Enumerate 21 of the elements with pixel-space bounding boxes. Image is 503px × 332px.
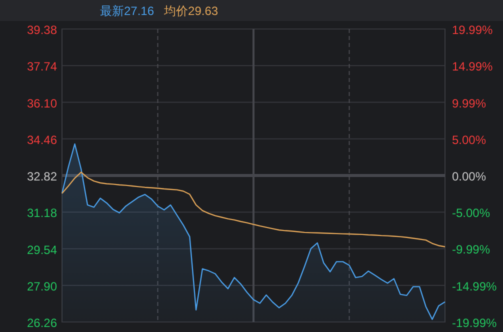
y-tick-label: 34.46 <box>26 132 58 147</box>
y-tick-label: 29.54 <box>26 242 58 257</box>
y2-tick-label: 9.99% <box>452 96 486 110</box>
y-tick-label: 39.38 <box>26 23 58 37</box>
y-tick-label: 36.10 <box>26 96 58 110</box>
y2-tick-label: 14.99% <box>452 60 494 74</box>
y-tick-label: 32.82 <box>26 170 58 184</box>
y2-tick-label: 0.00% <box>452 170 486 184</box>
y-tick-label: 27.90 <box>26 279 58 294</box>
y-tick-label: 26.26 <box>26 316 58 330</box>
y2-tick-label: -5.00% <box>452 206 490 220</box>
text: 均价29.63 <box>163 4 218 18</box>
y2-tick-label: -14.99% <box>452 279 498 294</box>
y-tick-label: 37.74 <box>26 60 58 74</box>
y2-tick-label: -9.99% <box>452 242 490 257</box>
text: 最新27.16 <box>100 4 154 18</box>
y2-tick-label: -19.99% <box>452 316 498 330</box>
line-series <box>61 172 446 248</box>
y2-tick-label: 5.00% <box>452 132 486 147</box>
y2-tick-label: 19.99% <box>452 23 494 37</box>
y-tick-label: 31.18 <box>26 206 58 220</box>
